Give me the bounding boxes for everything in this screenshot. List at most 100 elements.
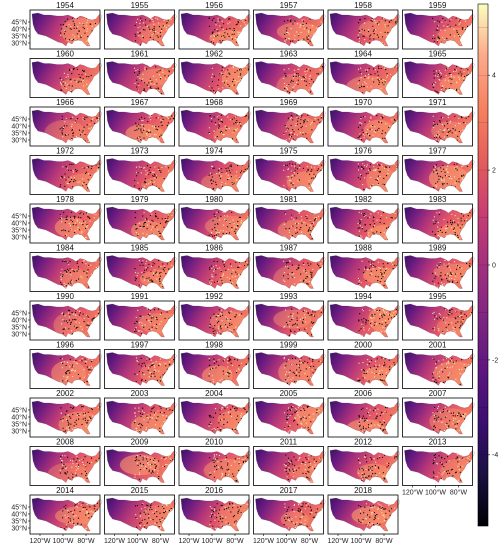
station-dot (143, 326, 145, 328)
station-dot (154, 424, 157, 426)
station-dot (222, 36, 224, 38)
station-dot (222, 132, 224, 134)
station-dot (228, 127, 230, 130)
station-dot (295, 332, 297, 334)
station-dot (300, 31, 302, 34)
station-dot (374, 309, 376, 312)
station-dot (76, 118, 79, 120)
station-dot (369, 274, 371, 276)
station-dot (459, 383, 461, 385)
panel-frame (178, 252, 250, 292)
station-dot (143, 412, 145, 414)
station-dot (76, 220, 78, 222)
station-dot (211, 279, 213, 281)
station-dot (293, 85, 295, 87)
station-dot (454, 115, 456, 117)
station-dot (445, 232, 447, 234)
station-dot (292, 163, 294, 165)
station-dot (220, 328, 222, 330)
station-dot (78, 229, 80, 231)
map-panel: 1974 (178, 147, 252, 195)
station-dot (234, 116, 236, 118)
station-dot (77, 226, 79, 228)
station-dot (287, 324, 289, 326)
station-dot (461, 175, 463, 177)
station-dot (62, 417, 64, 420)
station-dot (370, 34, 372, 36)
station-dot (140, 139, 142, 141)
station-dot (365, 131, 367, 133)
station-dot (360, 118, 362, 120)
station-dot (68, 230, 70, 232)
station-dot (313, 121, 315, 123)
station-dot (211, 76, 213, 78)
station-dot (235, 175, 237, 177)
station-dot (376, 180, 378, 182)
station-dot (303, 279, 305, 281)
station-dot (229, 18, 231, 20)
station-dot (305, 133, 307, 135)
station-dot (461, 314, 463, 316)
station-dot (372, 314, 374, 316)
station-dot (296, 31, 298, 33)
station-dot (143, 419, 145, 421)
station-dot (304, 360, 306, 362)
station-dot (442, 164, 444, 166)
station-dot (154, 269, 156, 271)
station-dot (142, 78, 144, 80)
station-dot (363, 135, 366, 137)
station-dot (447, 131, 449, 134)
station-dot (134, 179, 136, 181)
station-dot (438, 377, 440, 379)
station-dot (170, 18, 172, 20)
station-dot (65, 179, 67, 181)
station-dot (433, 70, 435, 72)
station-dot (443, 263, 445, 265)
station-dot (297, 128, 299, 130)
station-dot (434, 21, 436, 23)
station-dot (145, 379, 147, 381)
station-dot (453, 28, 455, 30)
station-dot (302, 318, 304, 320)
station-dot (449, 120, 452, 122)
station-dot (456, 180, 458, 182)
panel-title: 1981 (280, 195, 298, 204)
station-dot (382, 117, 384, 119)
station-dot (453, 229, 455, 232)
station-dot (358, 40, 360, 42)
station-dot (308, 78, 310, 80)
station-dot (368, 76, 370, 78)
station-dot (161, 120, 163, 122)
station-dot (442, 17, 444, 20)
station-dot (370, 185, 372, 187)
station-dot (159, 362, 161, 365)
station-dot (437, 134, 439, 136)
station-dot (229, 73, 231, 75)
station-dot (298, 364, 301, 366)
station-dot (237, 220, 239, 223)
station-dot (150, 375, 152, 377)
station-dot (446, 366, 448, 368)
station-dot (89, 174, 91, 176)
station-dot (371, 371, 373, 373)
station-dot (440, 178, 442, 180)
station-dot (71, 17, 73, 19)
station-dot (359, 225, 361, 227)
station-dot (363, 271, 365, 274)
station-dot (76, 362, 78, 364)
panel-title: 1968 (205, 98, 223, 107)
station-dot (369, 216, 371, 218)
station-dot (67, 282, 69, 284)
station-dot (154, 127, 156, 129)
station-dot (63, 361, 65, 363)
station-dot (87, 420, 89, 422)
station-dot (379, 281, 381, 283)
station-dot (312, 81, 315, 83)
station-dot (453, 227, 455, 229)
station-dot (386, 372, 388, 374)
station-dot (159, 232, 162, 234)
station-dot (229, 28, 231, 30)
station-dot (311, 321, 313, 323)
station-dot (164, 266, 166, 269)
